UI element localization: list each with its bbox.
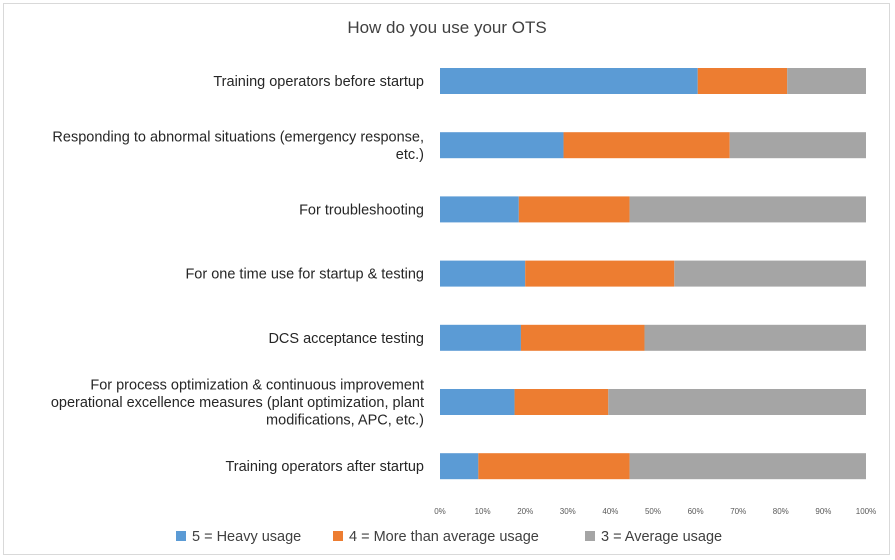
x-tick-label-2: 20% [517, 507, 533, 516]
x-tick-label-0: 0% [434, 507, 446, 516]
bar-segment-s1-c0 [697, 68, 788, 94]
category-label-2: For troubleshooting [299, 202, 424, 218]
category-label-line: Training operators after startup [225, 459, 424, 475]
x-tick-label-4: 40% [602, 507, 618, 516]
legend: 5 = Heavy usage 4 = More than average usa… [176, 529, 722, 545]
category-label-line: For troubleshooting [299, 202, 424, 218]
bar-segment-s2-c3 [674, 260, 866, 287]
bar-segment-s2-c0 [787, 68, 866, 94]
category-label-line: etc.) [396, 147, 424, 163]
legend-label-1: 4 = More than average usage [349, 529, 539, 545]
bar-segment-s2-c5 [608, 389, 866, 415]
category-labels: Training operators before startup Respond… [51, 74, 424, 475]
legend-label-0: 5 = Heavy usage [192, 529, 301, 545]
category-label-1: Responding to abnormal situations (emerg… [52, 129, 424, 163]
legend-swatch-0 [176, 531, 186, 541]
category-label-line: For one time use for startup & testing [185, 267, 424, 283]
category-label-0: Training operators before startup [213, 74, 424, 90]
category-label-5: For process optimization & continuous im… [51, 378, 424, 429]
bar-segment-s0-c3 [440, 260, 526, 287]
category-label-line: DCS acceptance testing [268, 331, 424, 347]
bar-segment-s1-c4 [520, 324, 645, 351]
bar-segment-s0-c0 [440, 68, 698, 94]
bar-segment-s0-c4 [440, 324, 521, 351]
chart-title: How do you use your OTS [347, 18, 546, 37]
category-label-line: Responding to abnormal situations (emerg… [52, 129, 424, 145]
x-tick-label-10: 100% [856, 507, 876, 516]
bar-segment-s1-c2 [518, 196, 630, 223]
bar-segment-s1-c6 [478, 453, 630, 480]
x-tick-label-1: 10% [475, 507, 491, 516]
x-tick-label-8: 80% [773, 507, 789, 516]
category-label-line: Training operators before startup [213, 74, 424, 90]
legend-swatch-1 [333, 531, 343, 541]
x-tick-label-3: 30% [560, 507, 576, 516]
x-tick-label-7: 70% [730, 507, 746, 516]
legend-label-2: 3 = Average usage [601, 529, 722, 545]
category-label-line: operational excellence measures (plant o… [51, 395, 424, 411]
bar-segment-s0-c2 [440, 196, 519, 223]
bar-segment-s2-c6 [629, 453, 866, 480]
x-tick-label-9: 90% [815, 507, 831, 516]
bar-segment-s2-c2 [629, 196, 866, 223]
category-label-3: For one time use for startup & testing [185, 267, 424, 283]
bar-segment-s1-c5 [514, 389, 609, 415]
x-axis-ticks: 0% 10% 20% 30% 40% 50% 60% 70% 80% 90% 100% [434, 507, 876, 516]
bar-segment-s0-c5 [440, 389, 515, 415]
x-tick-label-6: 60% [688, 507, 704, 516]
category-label-4: DCS acceptance testing [268, 331, 424, 347]
bar-segment-s2-c1 [729, 132, 866, 159]
bars-group [440, 68, 866, 480]
bar-segment-s1-c1 [563, 132, 730, 159]
category-label-line: For process optimization & continuous im… [90, 378, 424, 394]
bar-segment-s0-c6 [440, 453, 479, 480]
category-label-6: Training operators after startup [225, 459, 424, 475]
bar-segment-s1-c3 [525, 260, 675, 287]
bar-segment-s2-c4 [644, 324, 866, 351]
bar-segment-s0-c1 [440, 132, 564, 159]
category-label-line: modifications, APC, etc.) [266, 413, 424, 429]
x-tick-label-5: 50% [645, 507, 661, 516]
legend-swatch-2 [585, 531, 595, 541]
